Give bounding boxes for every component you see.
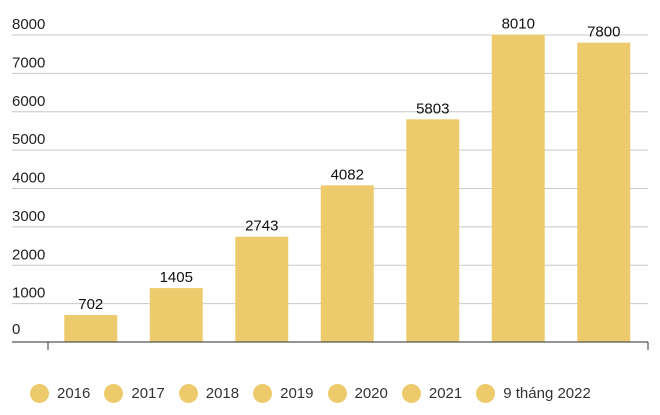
data-label: 8010	[502, 16, 535, 33]
bar-2017	[149, 288, 203, 342]
legend-label: 2018	[205, 384, 240, 402]
bar-2018	[235, 236, 289, 342]
legend-label: 2020	[354, 384, 388, 402]
bar-2019	[320, 185, 374, 342]
bar-2020	[406, 119, 460, 342]
y-tick-label: 8000	[12, 16, 45, 33]
data-label: 5803	[416, 100, 449, 117]
legend-label: 2021	[428, 384, 463, 402]
legend-label: 2017	[131, 384, 165, 402]
data-label: 4082	[331, 166, 364, 183]
data-labels: 702 1405 2743 4082 5803 8010 7800	[78, 16, 620, 313]
y-tick-label: 6000	[12, 93, 45, 110]
legend-swatch	[178, 383, 198, 403]
legend-label: 2016	[57, 384, 91, 402]
data-label: 702	[78, 296, 103, 313]
legend-item: 9 tháng 2022	[476, 383, 591, 403]
data-label: 1405	[160, 269, 193, 286]
legend-swatch	[104, 383, 124, 403]
legend-label: 9 tháng 2022	[503, 384, 591, 402]
bar-chart: 0 1000 2000 3000 4000 5000 6000 7000 8000 702 140…	[12, 16, 649, 350]
legend-swatch	[401, 383, 421, 403]
legend-swatch	[30, 383, 49, 403]
data-label: 7800	[587, 24, 620, 41]
legend-label: 2019	[280, 384, 314, 402]
legend-swatch	[476, 383, 496, 403]
legend-swatch	[253, 383, 273, 403]
legend-item: 2019	[253, 383, 314, 403]
legend-item: 2017	[104, 383, 165, 403]
legend-swatch	[327, 383, 347, 403]
legend-item: 2018	[178, 383, 240, 403]
data-label: 2743	[245, 218, 278, 235]
y-tick-label: 0	[12, 321, 20, 338]
bar-2021	[491, 34, 545, 343]
bar-9-tháng-2022	[577, 42, 631, 343]
y-tick-label: 5000	[12, 131, 45, 148]
legend-item: 2021	[401, 383, 463, 403]
y-tick-label: 1000	[12, 285, 45, 302]
bars	[64, 34, 631, 343]
x-axis	[12, 341, 649, 350]
y-tick-label: 3000	[12, 208, 45, 225]
legend-item: 2020	[327, 383, 388, 403]
bar-2016	[64, 315, 118, 342]
y-tick-label: 7000	[12, 54, 45, 71]
y-tick-label: 2000	[12, 246, 45, 263]
y-axis-ticks: 0 1000 2000 3000 4000 5000 6000 7000 8000	[12, 16, 45, 338]
legend: 2016 2017 2018 2019 2020 2021 9 tháng 2022	[30, 380, 660, 406]
y-tick-label: 4000	[12, 170, 45, 187]
legend-item: 2016	[30, 383, 91, 403]
